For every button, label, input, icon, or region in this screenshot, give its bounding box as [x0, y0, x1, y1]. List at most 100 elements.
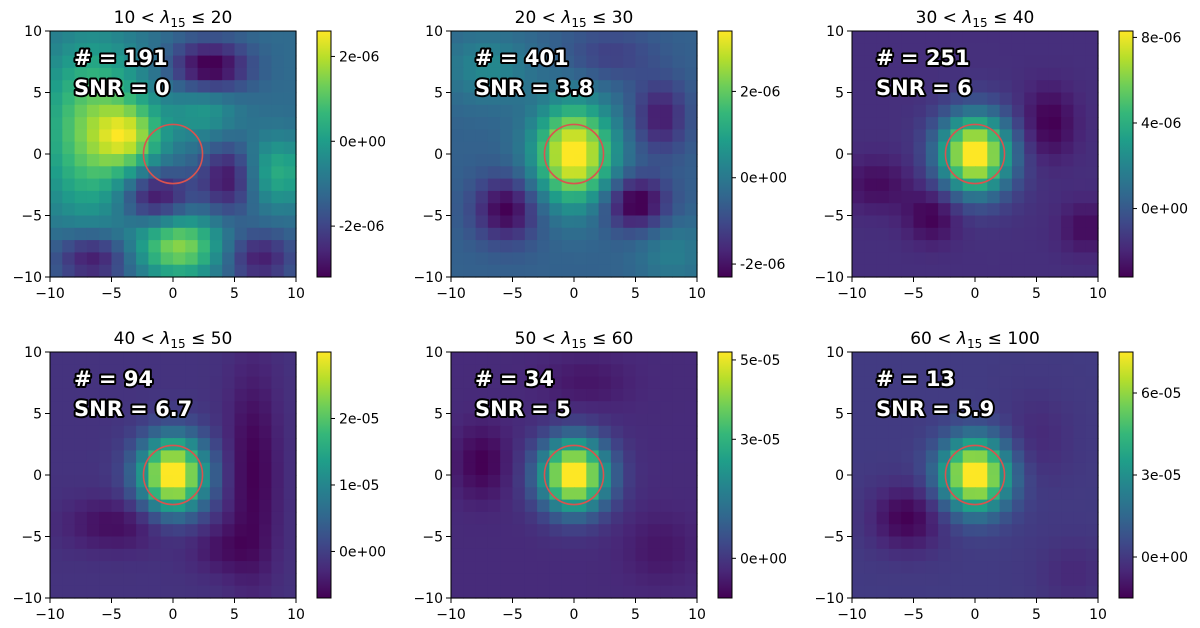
heatmap-cell: [209, 352, 223, 365]
heatmap-cell: [136, 524, 149, 538]
heatmap-cell: [62, 43, 76, 57]
heatmap-cell: [1036, 154, 1050, 167]
heatmap-cell: [1024, 352, 1038, 365]
heatmap-cell: [876, 475, 890, 488]
heatmap-cell: [950, 178, 964, 192]
heatmap-cell: [259, 215, 272, 229]
heatmap-cell: [852, 92, 865, 106]
heatmap-cell: [610, 536, 624, 550]
heatmap-cell: [160, 55, 174, 69]
heatmap-cell: [487, 117, 501, 130]
x-tick-label: −5: [903, 607, 924, 623]
heatmap-cell: [148, 376, 162, 390]
heatmap-cell: [586, 190, 600, 204]
heatmap-cell: [1085, 178, 1099, 192]
heatmap-cell: [524, 141, 538, 155]
heatmap-cell: [99, 117, 113, 130]
heatmap-cell: [852, 154, 865, 167]
heatmap-cell: [864, 117, 878, 130]
heatmap-cell: [962, 240, 976, 253]
heatmap-cell: [62, 215, 76, 229]
heatmap-cell: [185, 462, 199, 476]
heatmap-cell: [197, 561, 211, 574]
heatmap-cell: [1036, 511, 1050, 525]
heatmap-cell: [610, 67, 624, 81]
heatmap-cell: [999, 548, 1013, 562]
heatmap-cell: [136, 166, 149, 180]
heatmap-cell: [111, 401, 125, 415]
heatmap-cell: [610, 573, 624, 587]
heatmap-cell: [852, 264, 865, 278]
heatmap-cell: [283, 475, 297, 488]
heatmap-cell: [635, 43, 649, 57]
heatmap-cell: [259, 264, 272, 278]
heatmap-cell: [672, 154, 686, 167]
heatmap-cell: [660, 203, 673, 217]
heatmap-cell: [950, 573, 964, 587]
heatmap-cell: [852, 252, 865, 266]
heatmap-cell: [561, 438, 575, 451]
heatmap-cell: [852, 104, 865, 118]
heatmap-cell: [259, 129, 272, 143]
heatmap-cell: [913, 203, 927, 217]
heatmap-cell: [197, 67, 211, 81]
heatmap-cell: [271, 401, 285, 415]
panel-title: 20 < λ15 ≤ 30: [515, 8, 634, 30]
heatmap-cell: [500, 511, 514, 525]
heatmap-cell: [148, 67, 162, 81]
heatmap-cell: [246, 80, 260, 94]
heatmap-cell: [173, 43, 186, 57]
heatmap-cell: [475, 166, 489, 180]
heatmap-cell: [684, 178, 698, 192]
heatmap-cell: [148, 55, 162, 69]
heatmap-cell: [222, 190, 236, 204]
heatmap-cell: [512, 31, 526, 44]
heatmap-cell: [647, 240, 661, 253]
heatmap-cell: [524, 364, 538, 378]
heatmap-cell: [62, 352, 76, 365]
heatmap-cell: [1024, 450, 1038, 464]
colorbar-gradient: [316, 351, 332, 599]
heatmap-cell: [475, 67, 489, 81]
heatmap-cell: [512, 548, 526, 562]
heatmap-cell: [561, 178, 575, 192]
heatmap-cell: [962, 548, 976, 562]
heatmap-cell: [50, 264, 63, 278]
heatmap-cell: [50, 252, 63, 266]
heatmap-cell: [1048, 376, 1062, 390]
heatmap-cell: [950, 31, 964, 44]
heatmap-cell: [209, 264, 223, 278]
heatmap-cell: [50, 376, 63, 390]
heatmap-cell: [160, 104, 174, 118]
heatmap-cell: [549, 364, 563, 378]
heatmap-cell: [537, 80, 550, 94]
y-tick-label: 10: [826, 345, 844, 361]
heatmap-cell: [86, 227, 100, 241]
heatmap-cell: [852, 129, 865, 143]
heatmap-cell: [209, 475, 223, 488]
heatmap-cell: [975, 264, 988, 278]
heatmap-cell: [574, 487, 587, 501]
heatmap-cell: [598, 524, 612, 538]
heatmap-cell: [185, 524, 199, 538]
heatmap-cell: [271, 55, 285, 69]
heatmap-cell: [99, 31, 113, 44]
heatmap-cell: [610, 166, 624, 180]
heatmap-cell: [463, 80, 477, 94]
heatmap-cell: [451, 141, 464, 155]
heatmap-cell: [1011, 499, 1025, 513]
heatmap-cell: [684, 352, 698, 365]
heatmap-cell: [259, 252, 272, 266]
heatmap-cell: [123, 141, 137, 155]
heatmap-cell: [901, 67, 915, 81]
heatmap-cell: [876, 511, 890, 525]
heatmap-cell: [1036, 573, 1050, 587]
heatmap-cell: [647, 401, 661, 415]
heatmap-cell: [148, 240, 162, 253]
heatmap-cell: [197, 376, 211, 390]
center-marker-circle: [142, 123, 204, 185]
heatmap-cell: [524, 264, 538, 278]
heatmap-cell: [1061, 80, 1074, 94]
heatmap-cell: [475, 388, 489, 402]
heatmap-cell: [1061, 585, 1074, 599]
